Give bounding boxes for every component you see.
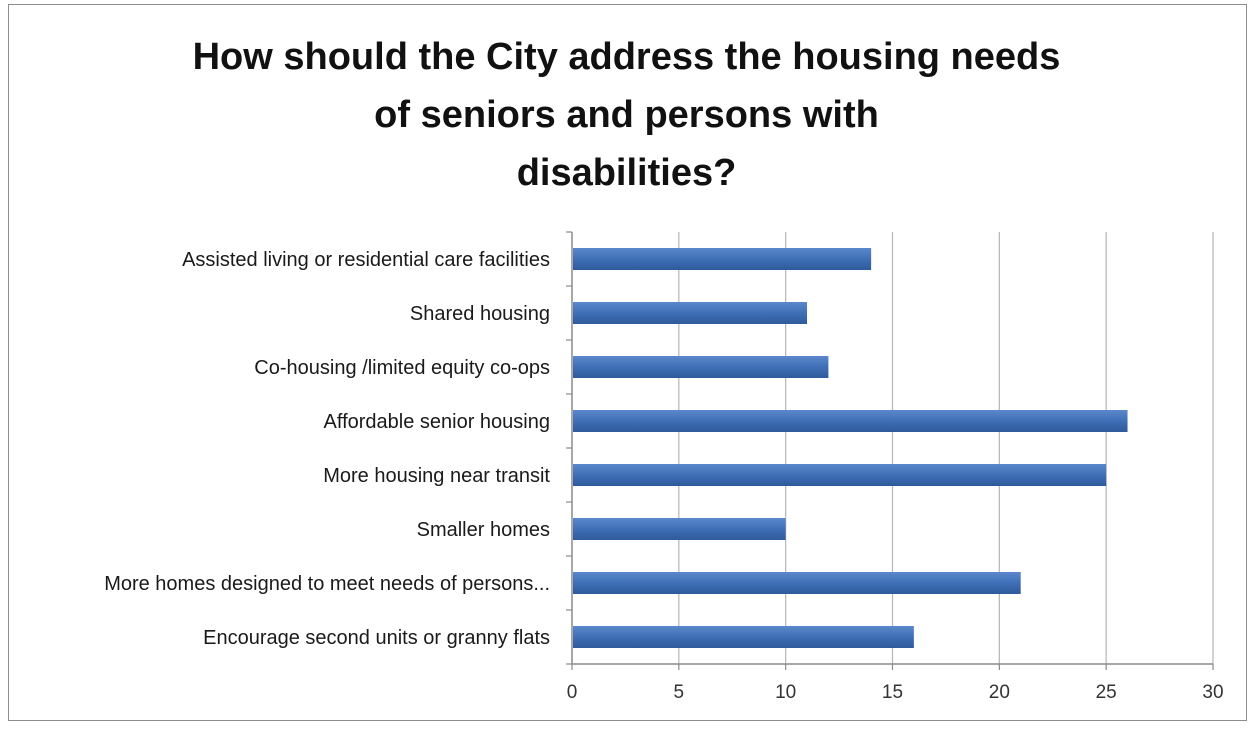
category-labels: Assisted living or residential care faci… (104, 249, 550, 649)
category-label-3: Co-housing /limited equity co-ops (254, 357, 550, 379)
bar-3 (573, 356, 829, 378)
x-tick-label-30: 30 (1202, 682, 1223, 703)
x-tick-label-10: 10 (775, 682, 796, 703)
category-label-1: Assisted living or residential care faci… (182, 249, 550, 271)
bar-1 (573, 248, 872, 270)
x-tick-label-25: 25 (1096, 682, 1117, 703)
chart-title-line-1: How should the City address the housing … (192, 36, 1061, 78)
category-label-8: Encourage second units or granny flats (203, 627, 550, 649)
bar-4 (573, 410, 1128, 432)
bar-8 (573, 626, 914, 648)
bar-7 (573, 572, 1021, 594)
x-tick-label-5: 5 (674, 682, 685, 703)
category-label-7: More homes designed to meet needs of per… (104, 573, 550, 595)
category-label-6: Smaller homes (417, 519, 550, 541)
x-tick-labels: 0 5 10 15 20 25 30 (567, 682, 1224, 703)
bar-6 (573, 518, 786, 540)
chart-title-line-2: of seniors and persons with (374, 94, 879, 136)
bar-5 (573, 464, 1107, 486)
x-tick-label-0: 0 (567, 682, 578, 703)
chart-title-line-3: disabilities? (516, 152, 737, 194)
gridlines (678, 232, 1214, 664)
category-label-2: Shared housing (410, 303, 550, 325)
category-label-5: More housing near transit (323, 465, 550, 487)
bar-2 (573, 302, 808, 324)
category-label-4: Affordable senior housing (324, 411, 550, 433)
axes (566, 231, 1214, 670)
bars (573, 248, 1128, 648)
x-tick-label-20: 20 (989, 682, 1010, 703)
chart-title: How should the City address the housing … (0, 28, 1253, 202)
x-tick-label-15: 15 (882, 682, 903, 703)
